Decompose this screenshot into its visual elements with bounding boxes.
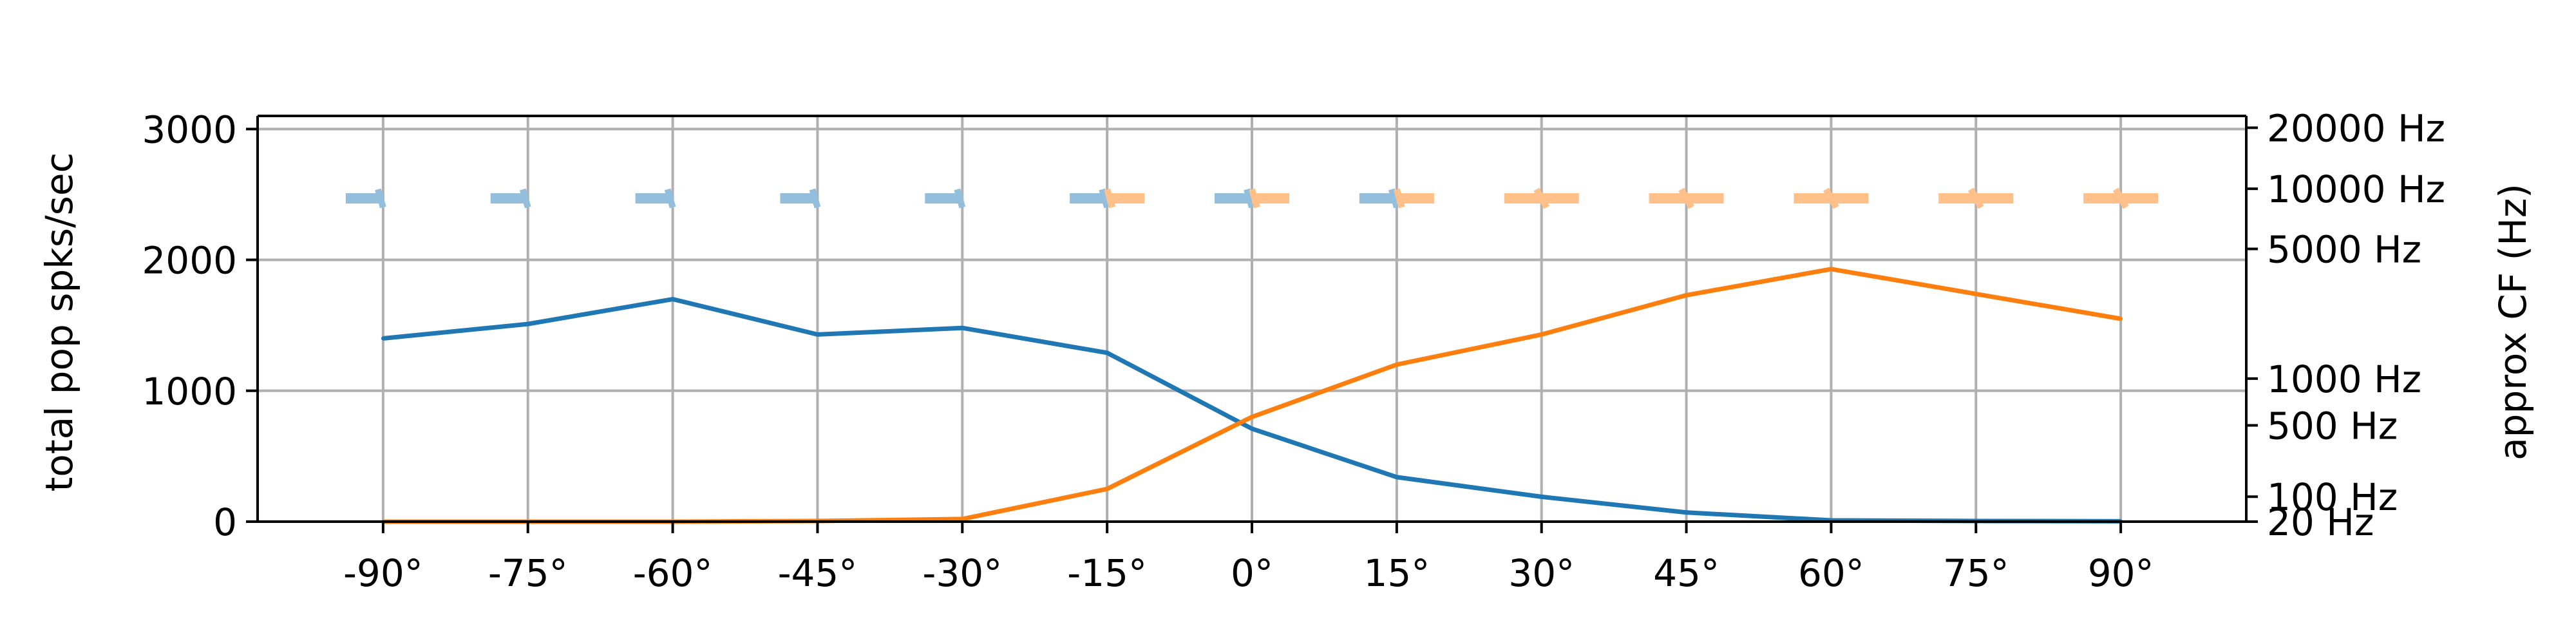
x-tick-label: -75° xyxy=(488,551,568,595)
bar-marker-cap xyxy=(1967,187,1984,209)
x-tick-label: 0° xyxy=(1231,551,1273,595)
x-tick-label: -60° xyxy=(633,551,713,595)
tick-labels: -90° -75° -60° -45° -30° -15° 0° 15° 30° 45° 60° 75… xyxy=(142,106,2445,595)
x-tick-label: -45° xyxy=(778,551,858,595)
x-tick-label: 90° xyxy=(2088,551,2154,595)
bar-marker-cap xyxy=(1533,187,1550,209)
bar-marker-cap xyxy=(1244,188,1255,209)
data-point xyxy=(1105,350,1110,355)
bar-marker-cap xyxy=(809,188,821,209)
x-tick-label: 60° xyxy=(1798,551,1864,595)
bar-marker-cap xyxy=(1099,188,1110,209)
right-tick-label: 20 Hz xyxy=(2267,500,2374,544)
right-tick-label: 10000 Hz xyxy=(2267,167,2445,211)
data-point xyxy=(1394,363,1399,367)
bar-marker-cap xyxy=(1394,188,1405,209)
x-tick-label: -30° xyxy=(922,551,1002,595)
data-point xyxy=(815,332,820,337)
right-tick-label: 1000 Hz xyxy=(2267,357,2421,401)
bar-marker-cap xyxy=(1249,188,1260,209)
data-point xyxy=(1105,487,1110,491)
bar-marker-cap xyxy=(1388,188,1400,209)
bar-marker-cap xyxy=(664,188,676,209)
right-tick-label: 100 Hz xyxy=(2267,475,2398,519)
x-tick-label: 75° xyxy=(1943,551,2009,595)
y-tick-label: 3000 xyxy=(142,108,237,151)
axes xyxy=(246,115,2258,533)
bar-marker-cap xyxy=(2112,187,2129,209)
bar-markers xyxy=(345,187,2159,209)
y-tick-label: 0 xyxy=(213,500,237,544)
right-tick-label: 20000 Hz xyxy=(2267,106,2445,150)
data-point xyxy=(1394,475,1399,479)
data-point xyxy=(1250,426,1254,431)
data-point xyxy=(1974,292,1978,296)
x-tick-label: -90° xyxy=(343,551,423,595)
x-tick-label: 45° xyxy=(1653,551,1719,595)
data-point xyxy=(960,326,965,330)
right-tick-label: 500 Hz xyxy=(2267,404,2398,448)
bar-marker-cap xyxy=(1823,187,1839,209)
data-point xyxy=(1684,510,1689,515)
data-point xyxy=(1250,415,1254,419)
data-point xyxy=(1539,495,1544,499)
data-point xyxy=(526,322,530,327)
bar-marker-cap xyxy=(954,188,966,209)
data-point xyxy=(960,516,965,521)
right-tick-label: 5000 Hz xyxy=(2267,227,2421,271)
x-tick-label: -15° xyxy=(1067,551,1147,595)
data-point xyxy=(1539,332,1544,337)
data-point xyxy=(1829,267,1833,271)
x-tick-label: 30° xyxy=(1508,551,1575,595)
bar-marker-cap xyxy=(1104,188,1115,209)
data-point xyxy=(670,297,675,301)
x-tick-label: 15° xyxy=(1363,551,1430,595)
data-point xyxy=(1684,293,1689,298)
bar-marker-cap xyxy=(519,188,531,209)
bar-marker-cap xyxy=(1678,187,1694,209)
bar-marker-cap xyxy=(375,188,386,209)
y-axis-label: total pop spks/sec xyxy=(37,153,81,492)
data-point xyxy=(381,336,385,341)
right-axis-label: approx CF (Hz) xyxy=(2491,184,2535,460)
y-tick-label: 2000 xyxy=(142,239,237,283)
data-point xyxy=(2119,317,2123,321)
y-tick-label: 1000 xyxy=(142,370,237,413)
